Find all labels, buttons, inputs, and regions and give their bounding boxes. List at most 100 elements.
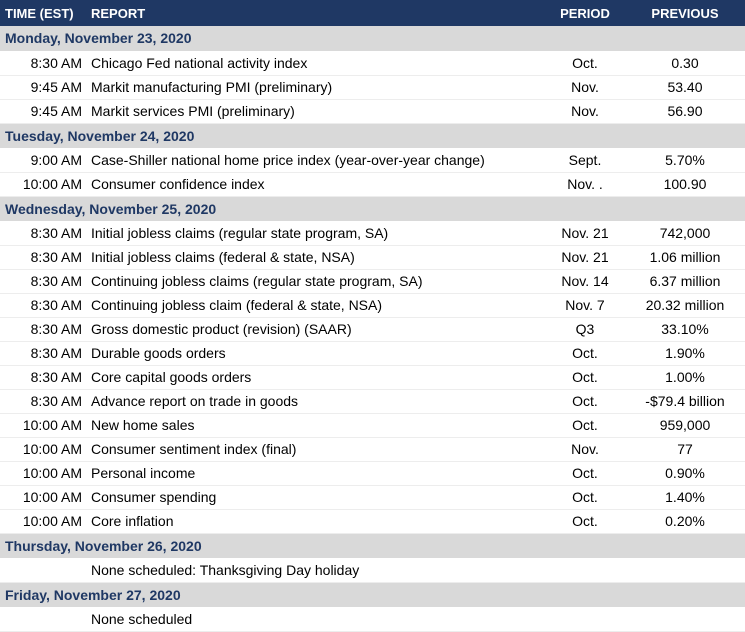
report-period: Oct. — [545, 509, 625, 534]
report-previous-value: 5.70% — [625, 148, 745, 173]
report-name: Markit services PMI (preliminary) — [85, 99, 545, 124]
report-name: Durable goods orders — [85, 341, 545, 366]
report-row: 10:00 AM Consumer sentiment index (final)… — [0, 437, 745, 462]
report-period: Nov. . — [545, 172, 625, 197]
report-row: 9:00 AM Case-Shiller national home price … — [0, 148, 745, 173]
report-time: 8:30 AM — [0, 317, 85, 342]
report-period: Nov. 21 — [545, 245, 625, 270]
report-time: 9:45 AM — [0, 99, 85, 124]
report-previous-value: 1.90% — [625, 341, 745, 366]
report-period: Oct. — [545, 389, 625, 414]
report-row: 8:30 AM Continuing jobless claims (regula… — [0, 269, 745, 294]
report-time: 10:00 AM — [0, 461, 85, 486]
report-previous-value: 1.06 million — [625, 245, 745, 270]
report-period: Sept. — [545, 148, 625, 173]
report-time — [0, 607, 85, 632]
report-period — [545, 607, 625, 632]
report-time: 8:30 AM — [0, 341, 85, 366]
date-section-label: Thursday, November 26, 2020 — [0, 533, 745, 559]
report-time: 9:45 AM — [0, 75, 85, 100]
report-name: None scheduled: Thanksgiving Day holiday — [85, 558, 545, 583]
report-time — [0, 558, 85, 583]
report-name: Markit manufacturing PMI (preliminary) — [85, 75, 545, 100]
report-time: 10:00 AM — [0, 413, 85, 438]
report-time: 8:30 AM — [0, 269, 85, 294]
report-row: 8:30 AM Initial jobless claims (federal &… — [0, 245, 745, 270]
report-name: Continuing jobless claims (regular state… — [85, 269, 545, 294]
report-time: 8:30 AM — [0, 221, 85, 246]
report-name: Chicago Fed national activity index — [85, 51, 545, 76]
report-previous-value: 53.40 — [625, 75, 745, 100]
report-previous-value: 6.37 million — [625, 269, 745, 294]
date-section-label: Friday, November 27, 2020 — [0, 582, 745, 608]
table-body: Monday, November 23, 2020 8:30 AM Chicago … — [0, 26, 745, 632]
report-period: Nov. 21 — [545, 221, 625, 246]
report-previous-value — [625, 607, 745, 632]
report-row: 8:30 AM Durable goods orders Oct. 1.90% — [0, 341, 745, 366]
report-period: Oct. — [545, 461, 625, 486]
report-row: 8:30 AM Advance report on trade in goods O… — [0, 389, 745, 414]
date-section-row: Tuesday, November 24, 2020 — [0, 123, 745, 149]
report-row: 8:30 AM Chicago Fed national activity ind… — [0, 51, 745, 76]
report-row: None scheduled — [0, 607, 745, 632]
report-row: 9:45 AM Markit manufacturing PMI (prelimi… — [0, 75, 745, 100]
date-section-label: Monday, November 23, 2020 — [0, 26, 745, 52]
report-previous-value: 33.10% — [625, 317, 745, 342]
report-previous-value: 56.90 — [625, 99, 745, 124]
report-previous-value: 1.40% — [625, 485, 745, 510]
report-period: Nov. 7 — [545, 293, 625, 318]
report-time: 9:00 AM — [0, 148, 85, 173]
report-time: 10:00 AM — [0, 485, 85, 510]
report-period: Oct. — [545, 485, 625, 510]
report-name: Initial jobless claims (federal & state,… — [85, 245, 545, 270]
report-row: 10:00 AM Consumer spending Oct. 1.40% — [0, 485, 745, 510]
report-row: 10:00 AM New home sales Oct. 959,000 — [0, 413, 745, 438]
report-name: Initial jobless claims (regular state pr… — [85, 221, 545, 246]
report-time: 8:30 AM — [0, 51, 85, 76]
report-name: None scheduled — [85, 607, 545, 632]
report-previous-value: 1.00% — [625, 365, 745, 390]
report-previous-value: 0.20% — [625, 509, 745, 534]
column-header-period: PERIOD — [545, 0, 625, 26]
report-time: 10:00 AM — [0, 172, 85, 197]
date-section-label: Tuesday, November 24, 2020 — [0, 123, 745, 149]
report-period: Oct. — [545, 413, 625, 438]
table-header-row: TIME (EST) REPORT PERIOD PREVIOUS — [0, 0, 745, 26]
report-row: 10:00 AM Core inflation Oct. 0.20% — [0, 509, 745, 534]
date-section-row: Wednesday, November 25, 2020 — [0, 196, 745, 222]
date-section-row: Thursday, November 26, 2020 — [0, 533, 745, 559]
column-header-time: TIME (EST) — [0, 0, 85, 26]
report-previous-value: -$79.4 billion — [625, 389, 745, 414]
report-previous-value: 0.30 — [625, 51, 745, 76]
report-period: Oct. — [545, 51, 625, 76]
report-row: 9:45 AM Markit services PMI (preliminary)… — [0, 99, 745, 124]
report-name: New home sales — [85, 413, 545, 438]
report-row: 10:00 AM Personal income Oct. 0.90% — [0, 461, 745, 486]
report-name: Gross domestic product (revision) (SAAR) — [85, 317, 545, 342]
report-previous-value: 959,000 — [625, 413, 745, 438]
report-name: Core inflation — [85, 509, 545, 534]
report-previous-value: 100.90 — [625, 172, 745, 197]
report-period: Q3 — [545, 317, 625, 342]
report-row: 8:30 AM Continuing jobless claim (federal… — [0, 293, 745, 318]
column-header-report: REPORT — [85, 0, 545, 26]
report-time: 8:30 AM — [0, 245, 85, 270]
report-previous-value: 77 — [625, 437, 745, 462]
report-name: Case-Shiller national home price index (… — [85, 148, 545, 173]
report-time: 8:30 AM — [0, 389, 85, 414]
report-row: 8:30 AM Core capital goods orders Oct. 1.00… — [0, 365, 745, 390]
report-previous-value: 20.32 million — [625, 293, 745, 318]
report-row: 8:30 AM Gross domestic product (revision)… — [0, 317, 745, 342]
report-name: Consumer sentiment index (final) — [85, 437, 545, 462]
date-section-label: Wednesday, November 25, 2020 — [0, 196, 745, 222]
report-name: Core capital goods orders — [85, 365, 545, 390]
date-section-row: Friday, November 27, 2020 — [0, 582, 745, 608]
report-period: Oct. — [545, 365, 625, 390]
report-name: Consumer confidence index — [85, 172, 545, 197]
report-previous-value: 742,000 — [625, 221, 745, 246]
report-name: Consumer spending — [85, 485, 545, 510]
report-period: Nov. — [545, 437, 625, 462]
report-time: 10:00 AM — [0, 509, 85, 534]
report-period — [545, 558, 625, 583]
